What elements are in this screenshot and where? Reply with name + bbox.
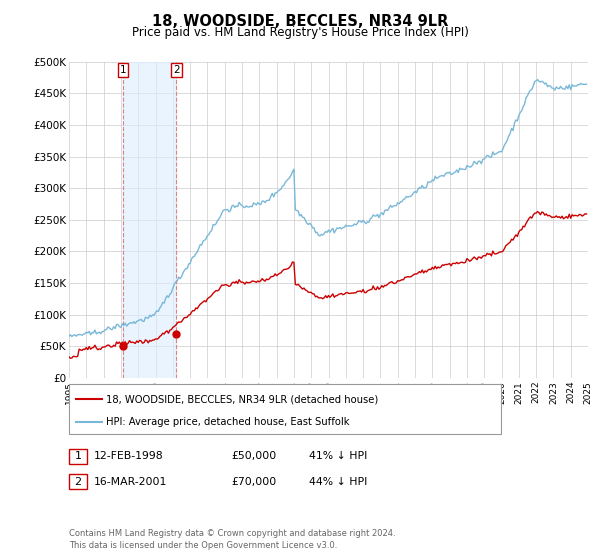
Text: £70,000: £70,000 [231,477,276,487]
Text: 18, WOODSIDE, BECCLES, NR34 9LR: 18, WOODSIDE, BECCLES, NR34 9LR [152,14,448,29]
Bar [123,62,176,378]
Text: 1: 1 [119,65,126,75]
Text: HPI: Average price, detached house, East Suffolk: HPI: Average price, detached house, East… [106,417,350,427]
Text: 2: 2 [74,477,82,487]
Text: Price paid vs. HM Land Registry's House Price Index (HPI): Price paid vs. HM Land Registry's House … [131,26,469,39]
Text: Contains HM Land Registry data © Crown copyright and database right 2024.
This d: Contains HM Land Registry data © Crown c… [69,529,395,550]
Text: 2: 2 [173,65,180,75]
Text: 44% ↓ HPI: 44% ↓ HPI [309,477,367,487]
Text: 18, WOODSIDE, BECCLES, NR34 9LR (detached house): 18, WOODSIDE, BECCLES, NR34 9LR (detache… [106,394,379,404]
Text: 1: 1 [74,451,82,461]
Text: 12-FEB-1998: 12-FEB-1998 [94,451,164,461]
Text: £50,000: £50,000 [231,451,276,461]
Text: 41% ↓ HPI: 41% ↓ HPI [309,451,367,461]
Text: 16-MAR-2001: 16-MAR-2001 [94,477,167,487]
